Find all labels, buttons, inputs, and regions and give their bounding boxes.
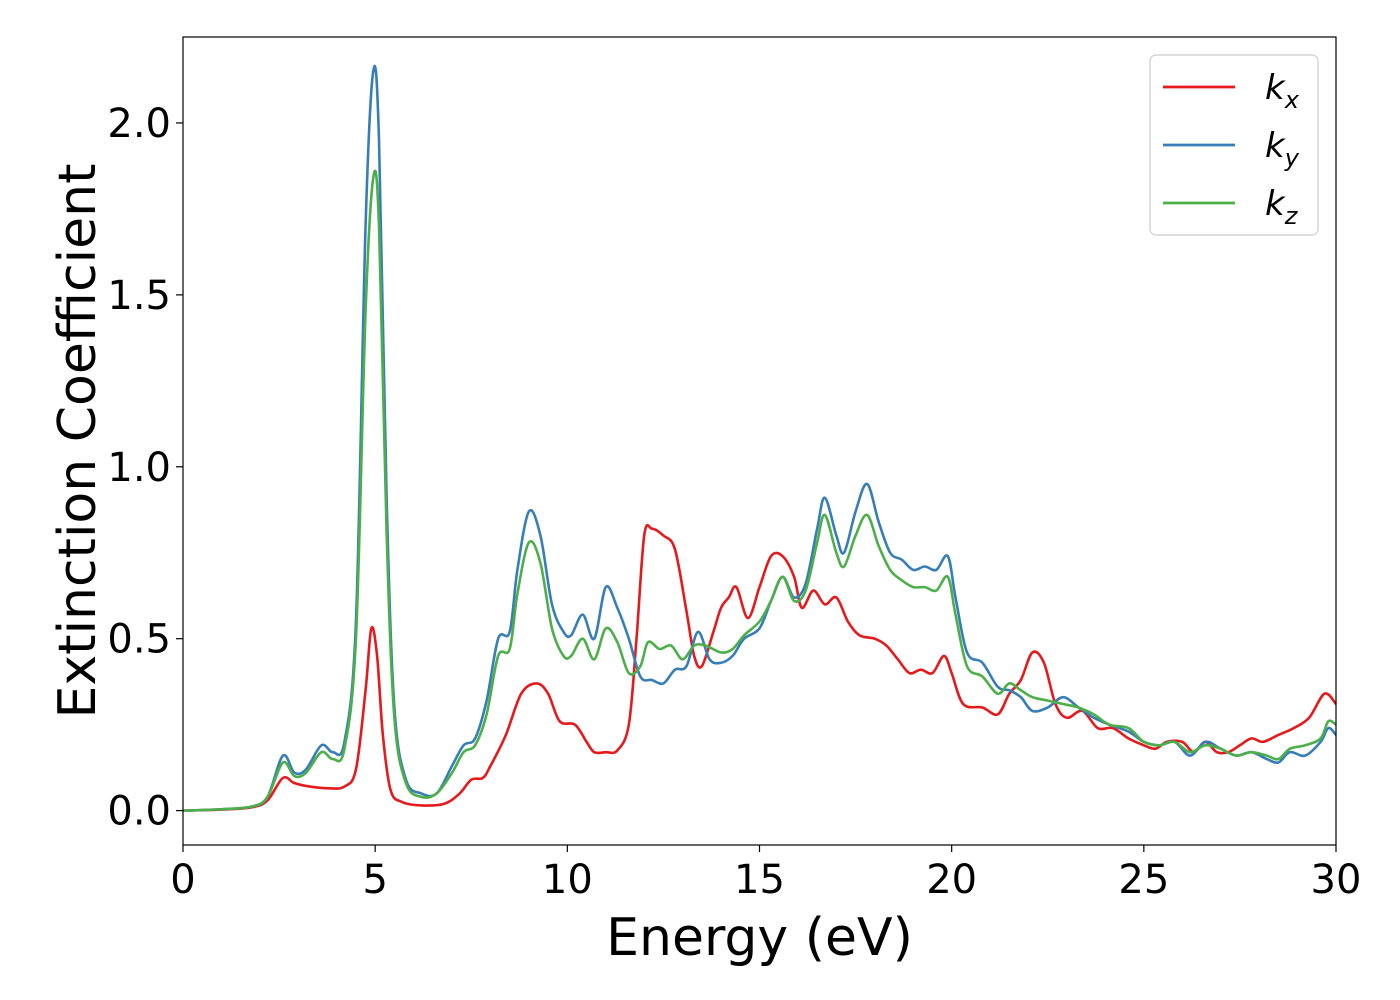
y-tick-label: 1.5 [107, 273, 171, 319]
series-line-kx [182, 523, 1337, 812]
x-axis-label: Energy (eV) [606, 908, 913, 968]
y-axis-label: Extinction Coefficient [48, 164, 108, 719]
x-tick-label: 0 [170, 857, 195, 903]
x-tick-label: 15 [734, 857, 785, 903]
x-tick-label: 5 [362, 857, 387, 903]
y-tick-label: 0.5 [107, 617, 171, 663]
plot-frame [182, 36, 1337, 846]
y-tick-label: 1.0 [107, 445, 171, 491]
series-lines [182, 64, 1337, 812]
series-line-kz [182, 169, 1337, 812]
x-tick-label: 20 [926, 857, 977, 903]
x-tick-label: 25 [1118, 857, 1169, 903]
y-tick-label: 0.0 [107, 789, 171, 835]
x-tick-label: 10 [542, 857, 593, 903]
x-axis-ticks: 0 5 10 15 20 25 30 [170, 845, 1361, 903]
y-tick-label: 2.0 [107, 101, 171, 147]
x-tick-label: 30 [1311, 857, 1362, 903]
y-axis-ticks: 0.0 0.5 1.0 1.5 2.0 [107, 101, 183, 835]
legend-label-kx: kx [1265, 68, 1300, 114]
legend-label-ky: ky [1265, 126, 1300, 172]
